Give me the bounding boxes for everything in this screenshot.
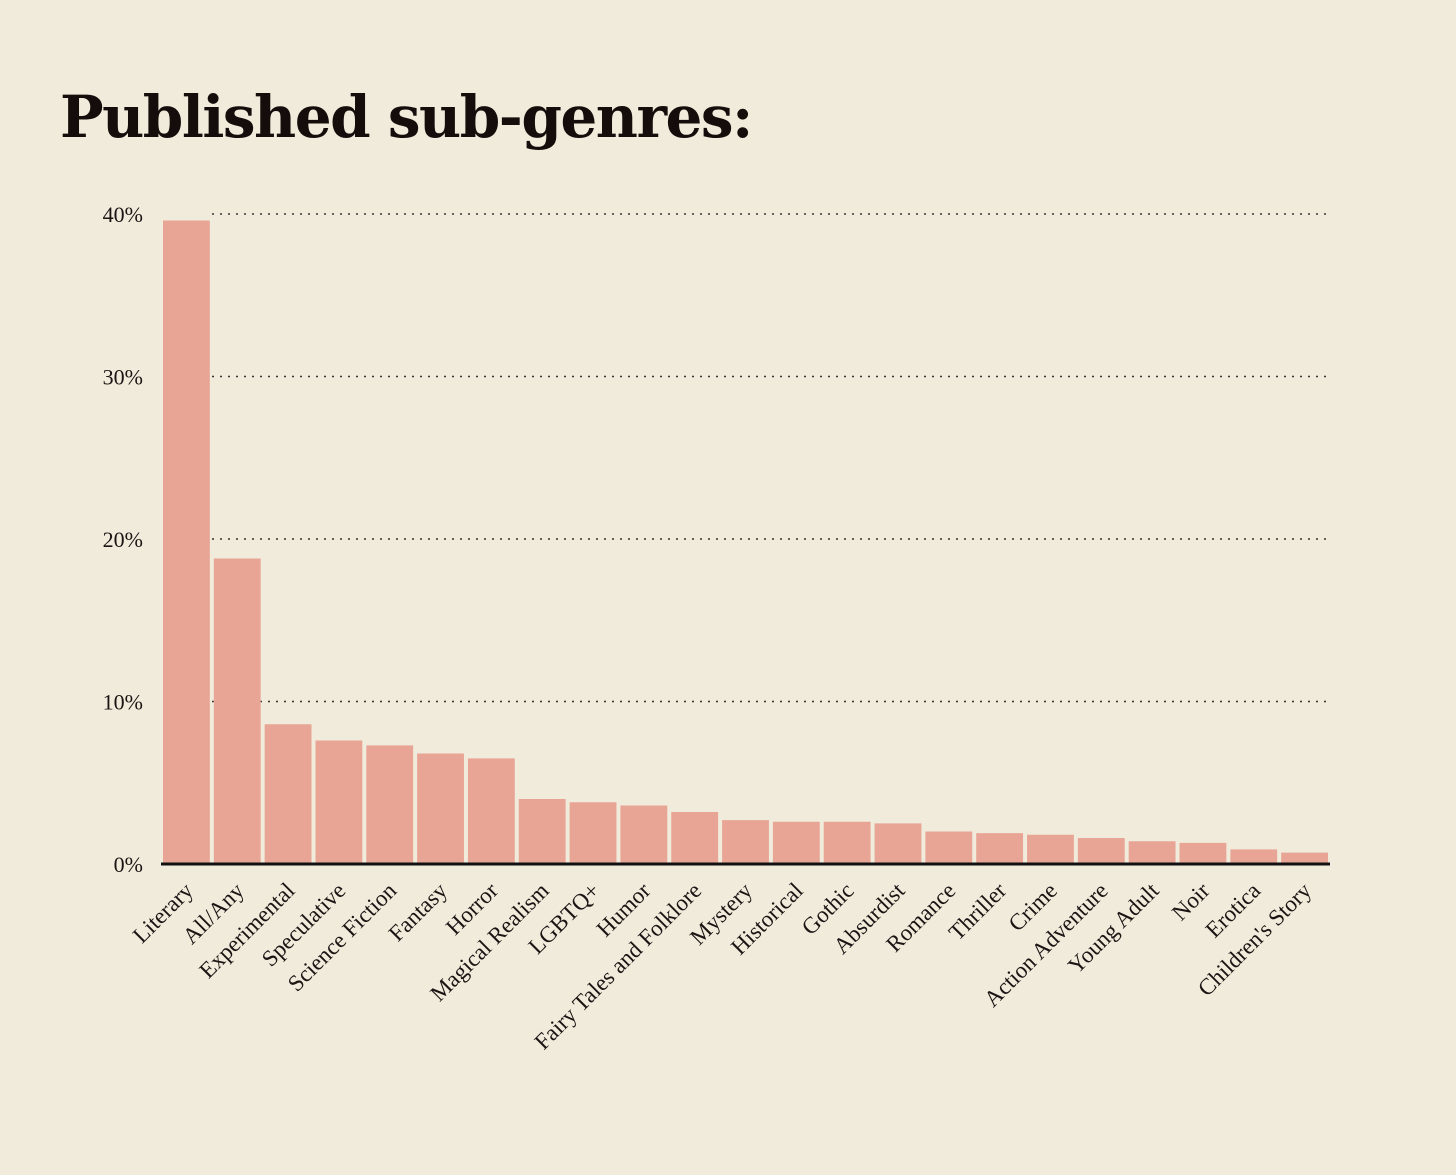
chart-title: Published sub-genres: <box>60 83 753 151</box>
bar <box>1128 841 1176 864</box>
bar <box>467 758 515 865</box>
bar <box>874 823 922 865</box>
bar <box>264 724 312 864</box>
category-labels: LiteraryAll/AnyExperimentalSpeculativeSc… <box>128 877 1317 1054</box>
bar <box>620 805 668 864</box>
category-label: Thriller <box>944 878 1012 946</box>
bar <box>823 821 871 864</box>
bar <box>163 220 210 864</box>
bar <box>366 745 414 865</box>
bar <box>569 802 617 864</box>
bar <box>722 820 769 865</box>
y-tick-label: 20% <box>103 527 143 552</box>
y-tick-label: 30% <box>103 365 143 390</box>
category-label: Fantasy <box>384 878 453 947</box>
bar <box>1230 849 1278 865</box>
gridlines <box>212 213 1330 703</box>
bar <box>315 740 363 864</box>
axis: 0% 10% 20% 30% 40% <box>103 202 1330 877</box>
bars <box>163 220 1328 865</box>
bar <box>976 833 1024 865</box>
bar <box>518 799 566 864</box>
y-tick-label: 10% <box>103 690 143 715</box>
bar <box>772 821 820 864</box>
bar <box>1027 834 1074 864</box>
bar <box>1281 852 1328 865</box>
bar <box>417 753 464 864</box>
bar <box>1077 838 1125 864</box>
bar <box>1179 842 1227 865</box>
bar <box>671 812 719 864</box>
bar <box>925 831 973 864</box>
y-tick-label: 0% <box>114 852 143 877</box>
y-tick-label: 40% <box>103 202 143 227</box>
bar <box>213 558 261 864</box>
